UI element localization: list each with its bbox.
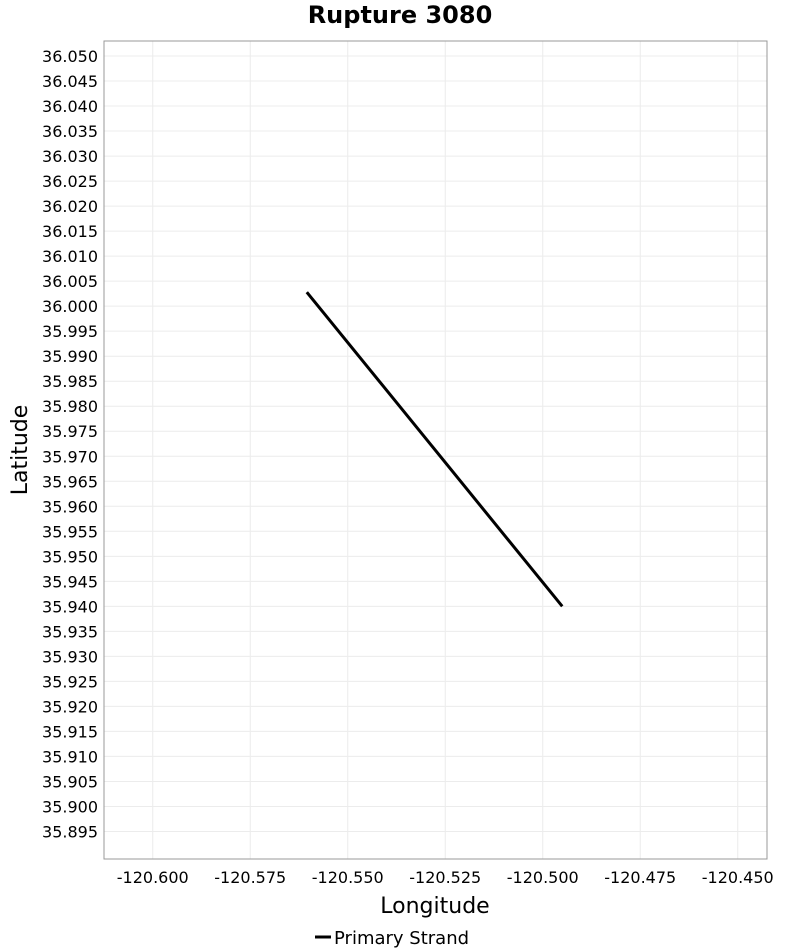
x-axis-label: Longitude (380, 894, 489, 919)
y-tick-label: 36.010 (42, 247, 98, 266)
y-tick-label: 35.990 (42, 347, 98, 366)
y-tick-label: 36.005 (42, 272, 98, 291)
series-line-primary-strand (305, 291, 564, 608)
y-axis-ticks: 35.895 35.900 35.905 35.910 35.915 35.920 35.9… (42, 47, 98, 841)
y-tick-label: 35.995 (42, 322, 98, 341)
chart-title: Rupture 3080 (308, 1, 493, 29)
y-tick-label: 35.965 (42, 472, 98, 491)
y-tick-label: 35.970 (42, 447, 98, 466)
y-tick-label: 35.945 (42, 572, 98, 591)
y-tick-label: 35.935 (42, 622, 98, 641)
y-tick-label: 35.980 (42, 397, 98, 416)
y-tick-label: 36.015 (42, 222, 98, 241)
y-tick-label: 35.940 (42, 597, 98, 616)
x-tick-label: -120.500 (507, 868, 579, 887)
y-tick-label: 35.960 (42, 497, 98, 516)
y-tick-label: 35.905 (42, 772, 98, 791)
y-tick-label: 36.030 (42, 147, 98, 166)
y-tick-label: 35.925 (42, 672, 98, 691)
y-tick-label: 35.975 (42, 422, 98, 441)
y-tick-label: 36.035 (42, 122, 98, 141)
y-tick-label: 35.985 (42, 372, 98, 391)
x-tick-label: -120.575 (214, 868, 286, 887)
grid-lines (104, 41, 767, 859)
y-tick-label: 35.895 (42, 822, 98, 841)
legend: Primary Strand (315, 928, 469, 949)
y-tick-label: 36.040 (42, 97, 98, 116)
plot-area (103, 40, 768, 860)
y-tick-label: 35.915 (42, 722, 98, 741)
y-tick-label: 36.045 (42, 72, 98, 91)
y-axis-label: Latitude (8, 405, 33, 496)
y-tick-label: 35.955 (42, 522, 98, 541)
x-tick-label: -120.550 (312, 868, 384, 887)
x-axis-ticks: -120.600 -120.575 -120.550 -120.525 -120.500… (117, 868, 774, 887)
y-tick-label: 36.050 (42, 47, 98, 66)
y-tick-label: 36.025 (42, 172, 98, 191)
x-tick-label: -120.475 (604, 868, 676, 887)
x-tick-label: -120.600 (117, 868, 189, 887)
x-tick-label: -120.450 (702, 868, 774, 887)
y-tick-label: 35.950 (42, 547, 98, 566)
x-tick-label: -120.525 (409, 868, 481, 887)
y-tick-label: 36.000 (42, 297, 98, 316)
y-tick-label: 36.020 (42, 197, 98, 216)
y-tick-label: 35.900 (42, 797, 98, 816)
legend-label-primary-strand: Primary Strand (334, 928, 469, 949)
y-tick-label: 35.910 (42, 747, 98, 766)
series-layer (305, 291, 564, 608)
y-tick-label: 35.920 (42, 697, 98, 716)
y-tick-label: 35.930 (42, 647, 98, 666)
